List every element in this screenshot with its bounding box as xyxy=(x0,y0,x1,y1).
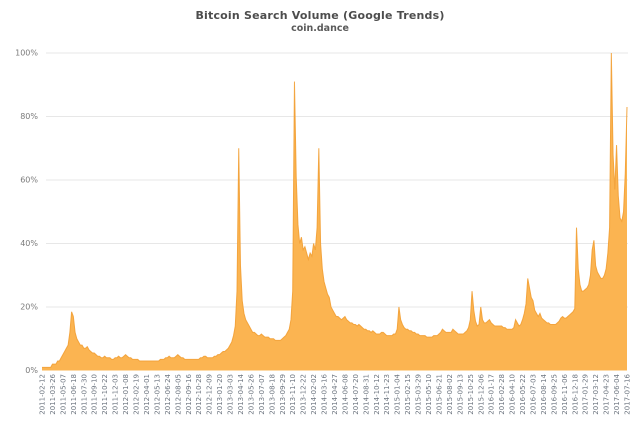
x-axis-tick-label: 2014-02-02 xyxy=(310,374,318,415)
x-axis-tick-label: 2012-02-19 xyxy=(133,374,141,415)
x-axis-tick-label: 2014-10-12 xyxy=(373,374,381,415)
y-axis-tick-label: 100% xyxy=(15,49,38,58)
x-axis-tick-label: 2014-11-23 xyxy=(383,374,391,415)
x-axis-tick-label: 2011-07-30 xyxy=(80,374,88,415)
x-axis-tick-label: 2016-02-28 xyxy=(498,374,506,415)
chart-title: Bitcoin Search Volume (Google Trends) xyxy=(195,9,445,22)
y-axis-tick-label: 80% xyxy=(20,112,38,121)
search-volume-area xyxy=(42,53,627,371)
x-axis-tick-label: 2013-03-03 xyxy=(227,374,235,415)
y-axis-tick-label: 20% xyxy=(20,303,38,312)
x-axis-tick-label: 2012-09-16 xyxy=(185,373,193,414)
x-axis-tick-label: 2015-10-25 xyxy=(467,374,475,415)
x-axis-tick-label: 2017-03-12 xyxy=(592,374,600,415)
x-axis-tick-label: 2017-07-16 xyxy=(624,373,632,414)
x-axis-tick-label: 2014-03-16 xyxy=(321,373,329,414)
x-axis-tick-label: 2011-10-22 xyxy=(101,374,109,415)
y-axis-tick-label: 40% xyxy=(20,239,38,248)
y-axis-tick-label: 60% xyxy=(20,176,38,185)
x-axis-tick-label: 2012-04-01 xyxy=(143,374,151,415)
x-axis-tick-label: 2016-12-18 xyxy=(571,374,579,415)
x-axis-tick-label: 2012-12-09 xyxy=(206,374,214,415)
x-axis-tick-label: 2014-06-08 xyxy=(341,374,349,415)
x-axis-tick-label: 2013-12-22 xyxy=(300,374,308,415)
x-axis-tick-label: 2016-05-22 xyxy=(519,374,527,415)
x-axis-tick-label: 2014-04-27 xyxy=(331,374,339,415)
x-axis-tick-label: 2015-03-29 xyxy=(415,374,423,415)
x-axis-tick-label: 2016-01-17 xyxy=(488,374,496,415)
x-axis-tick-label: 2017-06-04 xyxy=(613,373,621,414)
x-axis-tick-label: 2017-01-29 xyxy=(582,374,590,415)
x-axis-tick-label: 2016-09-25 xyxy=(550,374,558,415)
x-axis-tick-label: 2013-07-07 xyxy=(258,374,266,415)
x-axis-tick-label: 2014-07-20 xyxy=(352,374,360,415)
x-axis-tick-label: 2012-01-08 xyxy=(122,374,130,415)
x-axis-tick-label: 2013-01-20 xyxy=(216,374,224,415)
x-axis-tick-label: 2015-12-06 xyxy=(477,373,485,414)
x-axis-tick-label: 2016-04-10 xyxy=(509,374,517,415)
x-axis-tick-label: 2017-04-23 xyxy=(603,374,611,415)
x-axis-tick-label: 2013-04-14 xyxy=(237,373,245,414)
x-axis-tick-label: 2014-08-31 xyxy=(362,374,370,415)
x-axis-tick-label: 2015-02-15 xyxy=(404,374,412,415)
x-axis-tick-label: 2016-08-14 xyxy=(540,373,548,414)
x-axis-tick-label: 2011-02-12 xyxy=(39,374,47,415)
x-axis-tick-label: 2012-05-13 xyxy=(153,374,161,415)
x-axis-tick-label: 2011-03-26 xyxy=(49,373,57,414)
x-axis-tick-label: 2013-11-10 xyxy=(289,374,297,415)
x-axis-tick-label: 2013-05-26 xyxy=(247,373,255,414)
x-axis-tick-label: 2011-05-07 xyxy=(59,374,67,415)
x-axis-tick-label: 2015-06-21 xyxy=(435,374,443,415)
x-axis-tick-label: 2015-09-13 xyxy=(456,374,464,415)
x-axis-tick-label: 2016-07-03 xyxy=(529,374,537,415)
x-axis-tick-label: 2013-08-18 xyxy=(268,374,276,415)
x-axis-tick-label: 2012-08-05 xyxy=(174,374,182,415)
x-axis-tick-label: 2015-08-02 xyxy=(446,374,454,415)
x-axis-tick-label: 2011-12-03 xyxy=(112,374,120,415)
x-axis-tick-label: 2011-09-10 xyxy=(91,374,99,415)
x-axis-tick-label: 2015-05-10 xyxy=(425,374,433,415)
x-axis-tick-label: 2012-10-28 xyxy=(195,374,203,415)
chart-subtitle: coin.dance xyxy=(291,23,349,34)
x-axis-tick-label: 2013-09-29 xyxy=(279,374,287,415)
x-axis-tick-label: 2012-06-24 xyxy=(164,373,172,414)
x-axis-tick-label: 2016-11-06 xyxy=(561,373,569,414)
x-axis-tick-label: 2011-06-18 xyxy=(70,374,78,415)
search-volume-line xyxy=(42,52,628,368)
x-axis-tick-label: 2015-01-04 xyxy=(394,373,402,414)
y-axis-tick-label: 0% xyxy=(25,366,38,375)
